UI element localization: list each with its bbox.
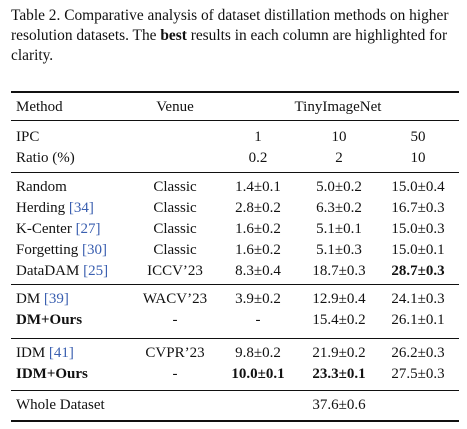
- venue-cell: Classic: [153, 242, 197, 258]
- result-cell: 5.1±0.3: [316, 242, 362, 258]
- result-cell: 12.9±0.4: [312, 291, 366, 307]
- group-rule: [11, 284, 459, 285]
- result-cell: 6.3±0.2: [316, 200, 362, 216]
- result-cell: -: [255, 312, 261, 328]
- caption-pre: Table 2. Comparative analysis of dataset…: [11, 7, 449, 44]
- group-rule: [11, 338, 459, 339]
- top-rule: [11, 91, 459, 93]
- header-rule: [11, 120, 459, 121]
- venue-cell: Classic: [153, 200, 197, 216]
- venue-cell: Classic: [153, 179, 197, 195]
- ratio-value: 0.2: [248, 150, 268, 166]
- result-cell: 3.9±0.2: [235, 291, 281, 307]
- method-name: K-Center [27]: [16, 221, 101, 237]
- whole-rule: [11, 390, 459, 391]
- result-cell: 1.6±0.2: [235, 242, 281, 258]
- caption-post: results in each column are highlighted f…: [11, 27, 448, 64]
- method-name: DataDAM [25]: [16, 263, 109, 279]
- result-cell: 23.3±0.1: [312, 366, 366, 382]
- citation: [41]: [45, 345, 74, 361]
- result-cell: 16.7±0.3: [391, 200, 445, 216]
- venue-cell: WACV’23: [142, 291, 208, 307]
- caption-bold: best: [160, 27, 187, 44]
- ipc-value: 50: [410, 129, 426, 145]
- ipc-value: 10: [331, 129, 347, 145]
- result-cell: 27.5±0.3: [391, 366, 445, 382]
- result-cell: 28.7±0.3: [391, 263, 445, 279]
- method-name: Random: [16, 179, 67, 195]
- result-cell: 26.1±0.1: [391, 312, 445, 328]
- result-cell: 2.8±0.2: [235, 200, 281, 216]
- bottom-rule: [11, 420, 459, 422]
- method-name: DM [39]: [16, 291, 69, 307]
- result-cell: 18.7±0.3: [312, 263, 366, 279]
- method-name: Herding [34]: [16, 200, 94, 216]
- result-cell: 15.0±0.4: [391, 179, 445, 195]
- venue-cell: Classic: [153, 221, 197, 237]
- method-name: DM+Ours: [16, 312, 83, 328]
- citation: [39]: [40, 291, 69, 307]
- citation: [27]: [71, 221, 101, 237]
- result-cell: 26.2±0.3: [391, 345, 445, 361]
- result-cell: 15.4±0.2: [312, 312, 366, 328]
- result-cell: 1.4±0.1: [235, 179, 281, 195]
- result-cell: 1.6±0.2: [235, 221, 281, 237]
- result-cell: 9.8±0.2: [235, 345, 281, 361]
- result-cell: 10.0±0.1: [231, 366, 285, 382]
- result-cell: 15.0±0.1: [391, 242, 445, 258]
- header-venue: Venue: [156, 99, 194, 115]
- citation: [25]: [79, 263, 109, 279]
- venue-cell: ICCV’23: [147, 263, 203, 279]
- result-cell: 8.3±0.4: [235, 263, 281, 279]
- citation: [34]: [65, 200, 94, 216]
- result-cell: 21.9±0.2: [312, 345, 366, 361]
- result-cell: 5.1±0.1: [316, 221, 362, 237]
- method-name: IDM+Ours: [16, 366, 88, 382]
- ipc-value: 1: [254, 129, 262, 145]
- whole-dataset-label: Whole Dataset: [16, 397, 105, 413]
- method-name: Forgetting [30]: [16, 242, 107, 258]
- header-dataset: TinyImageNet: [294, 99, 382, 115]
- ratio-label: Ratio (%): [16, 150, 75, 166]
- ratio-value: 10: [410, 150, 426, 166]
- citation: [30]: [78, 242, 107, 258]
- table-caption: Table 2. Comparative analysis of dataset…: [11, 6, 459, 66]
- venue-cell: -: [172, 312, 178, 328]
- group-rule: [11, 172, 459, 173]
- venue-cell: CVPR’23: [145, 345, 205, 361]
- result-cell: 24.1±0.3: [391, 291, 445, 307]
- venue-cell: -: [172, 366, 178, 382]
- ipc-label: IPC: [16, 129, 40, 145]
- whole-dataset-value: 37.6±0.6: [312, 397, 366, 413]
- ratio-value: 2: [335, 150, 343, 166]
- method-name: IDM [41]: [16, 345, 74, 361]
- result-cell: 5.0±0.2: [316, 179, 362, 195]
- result-cell: 15.0±0.3: [391, 221, 445, 237]
- header-method: Method: [16, 99, 63, 115]
